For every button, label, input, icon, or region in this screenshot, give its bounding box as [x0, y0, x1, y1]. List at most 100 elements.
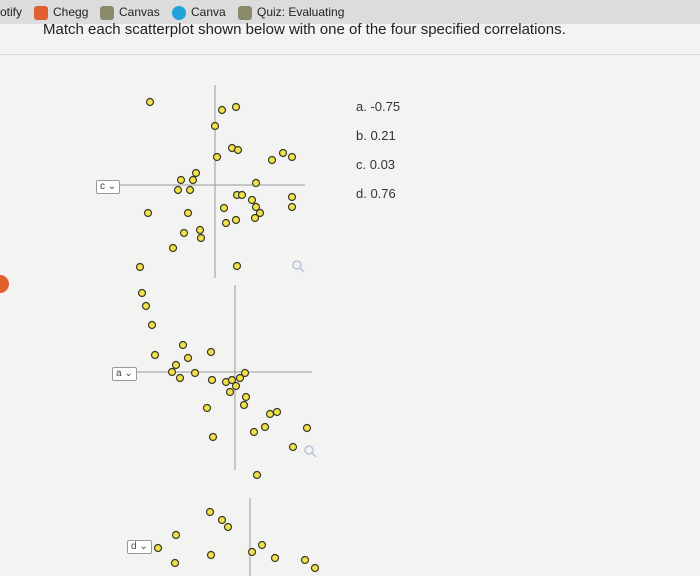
- dot: [270, 553, 280, 563]
- dot: [235, 373, 245, 383]
- question: Match each scatterplot shown below with …: [43, 21, 566, 38]
- browser-tabs: otify Chegg Canvas Canva Quiz: Evaluatin…: [0, 0, 700, 24]
- dot: [147, 320, 157, 330]
- dot: [223, 522, 233, 532]
- dot: [278, 148, 288, 158]
- dot: [178, 340, 188, 350]
- search-icons: [292, 260, 317, 458]
- dot: [206, 347, 216, 357]
- dropdown[interactable]: d ⌄: [127, 540, 152, 554]
- dot: [287, 192, 297, 202]
- dropdown[interactable]: c ⌄: [96, 180, 121, 194]
- option: c. 0.03: [356, 157, 396, 172]
- dot: [212, 152, 222, 162]
- dot: [239, 400, 249, 410]
- dot: [251, 202, 261, 212]
- dot: [233, 145, 243, 155]
- dot: [137, 288, 147, 298]
- dot: [145, 97, 155, 107]
- dot: [173, 185, 183, 195]
- scatter-dots: [135, 97, 320, 573]
- dot: [272, 407, 282, 417]
- dot: [251, 178, 261, 188]
- dot: [176, 175, 186, 185]
- dot: [300, 555, 310, 565]
- option: a. -0.75: [356, 99, 401, 114]
- dropdown-value: a: [116, 368, 122, 379]
- dot: [255, 208, 265, 218]
- dot: [267, 155, 277, 165]
- dot: [287, 202, 297, 212]
- dot: [247, 195, 257, 205]
- divider: [0, 54, 700, 55]
- dot: [207, 375, 217, 385]
- tab[interactable]: otify: [0, 5, 23, 19]
- tab-label: Canva: [191, 5, 226, 19]
- dot: [265, 409, 275, 419]
- options: a. -0.75 b. 0.21 c. 0.03 d. 0.76: [356, 92, 400, 208]
- dot: [188, 175, 198, 185]
- dot: [288, 442, 298, 452]
- dot: [221, 218, 231, 228]
- dot: [190, 368, 200, 378]
- dot: [232, 261, 242, 271]
- dot: [247, 547, 257, 557]
- option: d. 0.76: [356, 186, 396, 201]
- dot: [225, 387, 235, 397]
- dot: [168, 243, 178, 253]
- dot: [302, 423, 312, 433]
- dot: [205, 507, 215, 517]
- dot: [171, 360, 181, 370]
- dot: [260, 422, 270, 432]
- dot: [240, 368, 250, 378]
- tab-label: Chegg: [53, 5, 89, 19]
- dot: [217, 105, 227, 115]
- dot: [257, 540, 267, 550]
- dot: [252, 470, 262, 480]
- tab-label: Canvas: [119, 5, 160, 19]
- tab-label: Quiz: Evaluating: [257, 5, 345, 19]
- dot: [227, 375, 237, 385]
- dot: [153, 543, 163, 553]
- dot: [219, 203, 229, 213]
- dot: [231, 102, 241, 112]
- dot: [185, 185, 195, 195]
- dot: [171, 530, 181, 540]
- dot: [310, 563, 320, 573]
- dot: [167, 367, 177, 377]
- dot: [143, 208, 153, 218]
- dot: [170, 558, 180, 568]
- dot: [237, 190, 247, 200]
- dot: [141, 301, 151, 311]
- dot: [287, 152, 297, 162]
- dot: [195, 225, 205, 235]
- dot: [208, 432, 218, 442]
- tab[interactable]: Canvas: [100, 5, 160, 20]
- dot: [150, 350, 160, 360]
- dot: [241, 392, 251, 402]
- dot: [206, 550, 216, 560]
- dot: [249, 427, 259, 437]
- dot: [210, 121, 220, 131]
- dot: [183, 353, 193, 363]
- dropdown-value: d: [131, 541, 137, 552]
- dot: [217, 515, 227, 525]
- badge: [0, 275, 9, 293]
- dot: [191, 168, 201, 178]
- dropdown[interactable]: a ⌄: [112, 367, 137, 381]
- dot: [250, 213, 260, 223]
- dot: [231, 381, 241, 391]
- dot: [196, 233, 206, 243]
- dot: [202, 403, 212, 413]
- tab[interactable]: Quiz: Evaluating: [238, 5, 344, 20]
- dot: [231, 215, 241, 225]
- dot: [175, 373, 185, 383]
- tab[interactable]: Canva: [172, 5, 226, 20]
- option: b. 0.21: [356, 128, 396, 143]
- tab[interactable]: Chegg: [34, 5, 88, 20]
- dot: [179, 228, 189, 238]
- dot: [183, 208, 193, 218]
- dot: [135, 262, 145, 272]
